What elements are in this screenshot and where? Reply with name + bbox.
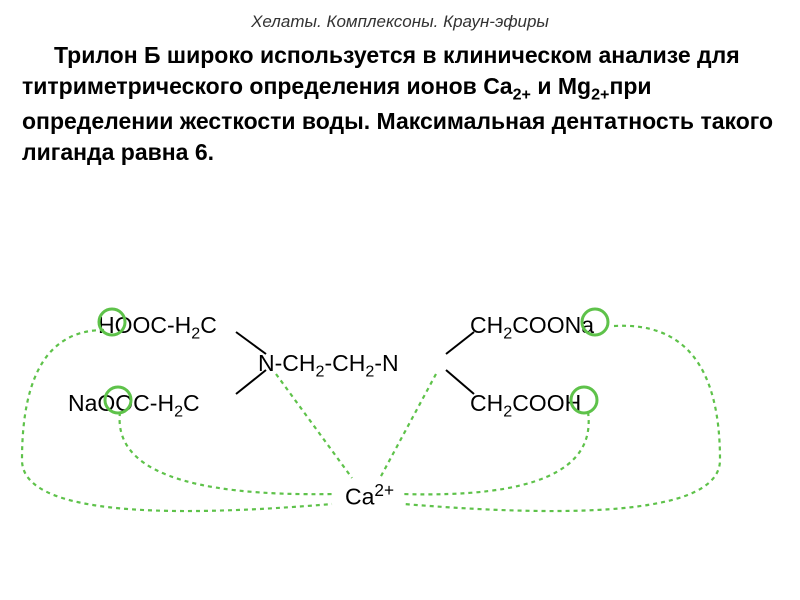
label-ch2b-tail: - [374, 350, 382, 376]
label-br-tail: COOH [512, 390, 581, 416]
header-title: Хелаты. Комплексоны. Краун-эфиры [251, 12, 549, 31]
label-br-sub: 2 [503, 403, 512, 421]
para-sub1: 2+ [513, 86, 531, 104]
group-top-left: HOOC-H2C [98, 312, 217, 344]
label-tr-tail: COONa [512, 312, 594, 338]
group-bottom-left: NaOOC-H2C [68, 390, 200, 422]
body-paragraph: Трилон Б широко используется в клиническ… [0, 40, 800, 168]
slide-header: Хелаты. Комплексоны. Краун-эфиры [0, 0, 800, 40]
label-ca: Ca2+ [345, 480, 394, 511]
label-n2: N [382, 350, 399, 376]
label-tr-sub: 2 [503, 325, 512, 343]
label-ch2b: -CH [324, 350, 365, 376]
label-bl-tail: C [183, 390, 200, 416]
ca-text: Ca [345, 484, 374, 510]
para-sub2: 2+ [591, 86, 609, 104]
label-ch2a: -CH [275, 350, 316, 376]
group-bottom-right: CH2COOH [470, 390, 581, 422]
ca-sup: 2+ [374, 480, 394, 500]
label-br-pre: CH [470, 390, 503, 416]
label-tr-pre: CH [470, 312, 503, 338]
group-top-right: CH2COONa [470, 312, 594, 344]
para-p2: и Mg [531, 73, 591, 99]
label-tl-tail: C [200, 312, 217, 338]
label-bl-sub: 2 [174, 403, 183, 421]
label-bl-pre: NaOOC-H [68, 390, 174, 416]
label-tl-sub: 2 [191, 325, 200, 343]
label-tl: HOOC-H [98, 312, 191, 338]
label-ch2b-sub: 2 [365, 363, 374, 381]
chemical-diagram: HOOC-H2C NaOOC-H2C CH2COONa CH2COOH N-CH… [0, 280, 800, 600]
label-n1: N [258, 350, 275, 376]
group-middle-chain: N-CH2-CH2-N [258, 350, 399, 382]
